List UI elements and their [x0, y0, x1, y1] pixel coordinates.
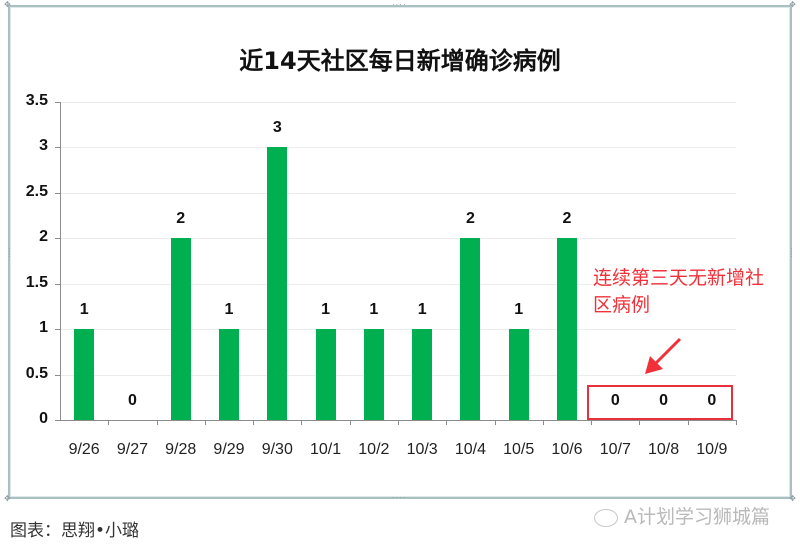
y-axis-label: 1.5	[25, 273, 48, 291]
resize-handle-bottom-left[interactable]: ✥	[4, 494, 11, 503]
y-tick	[55, 147, 60, 149]
x-tick	[398, 420, 399, 425]
x-axis-label: 10/3	[406, 441, 438, 458]
highlight-box	[587, 385, 733, 420]
chart-frame: ✥ ···· ✥ ···· ···· ✥ ···· ✥	[4, 1, 796, 503]
y-axis-label: 2	[39, 228, 48, 246]
x-axis-label: 10/9	[696, 441, 728, 458]
x-tick	[542, 420, 544, 425]
gridline	[60, 374, 736, 376]
x-tick	[156, 420, 158, 425]
bar	[170, 238, 191, 420]
figure-caption: 图表：思翔•小璐	[10, 521, 140, 541]
wechat-icon	[594, 508, 618, 527]
x-axis-label: 10/6	[551, 441, 583, 458]
data-label: 0	[659, 392, 669, 409]
x-tick	[108, 420, 110, 425]
data-label: 2	[176, 210, 186, 228]
data-label: 1	[514, 301, 524, 319]
bar	[508, 329, 529, 420]
y-tick	[55, 102, 60, 103]
data-label: 1	[79, 301, 89, 319]
x-tick	[639, 420, 641, 425]
gridline	[60, 147, 736, 149]
gridline	[60, 283, 736, 285]
data-label: 1	[224, 301, 234, 319]
x-axis-label: 9/26	[68, 441, 100, 458]
x-tick	[446, 420, 448, 425]
x-axis-label: 10/5	[503, 441, 535, 458]
resize-handle-top[interactable]: ····	[392, 0, 407, 9]
x-axis-label: 10/7	[599, 441, 631, 458]
y-tick	[55, 329, 60, 331]
y-tick	[55, 374, 60, 376]
x-axis-label: 9/30	[261, 441, 293, 458]
y-axis-label: 1	[39, 319, 48, 337]
resize-handle-bottom-right[interactable]: ✥	[789, 494, 796, 503]
gridline	[60, 192, 736, 194]
y-tick	[55, 192, 60, 194]
x-tick	[687, 420, 689, 425]
data-label: 0	[127, 392, 137, 409]
x-axis-label: 10/1	[309, 441, 342, 458]
bar	[460, 238, 481, 420]
resize-handle-top-left[interactable]: ✥	[4, 0, 11, 9]
resize-handle-top-right[interactable]: ✥	[789, 0, 796, 9]
watermark: A计划学习狮城篇	[594, 502, 770, 529]
bar	[267, 147, 288, 420]
y-tick	[55, 238, 60, 240]
y-tick	[55, 420, 60, 421]
gridline	[60, 102, 736, 103]
data-label: 2	[562, 210, 572, 228]
data-label: 1	[417, 301, 427, 319]
x-axis-label: 9/28	[165, 441, 197, 458]
data-label: 3	[272, 119, 282, 137]
annotation-line-1: 连续第三天无新增社	[593, 267, 765, 289]
y-axis-label: 3	[39, 137, 48, 155]
x-tick	[591, 420, 593, 425]
data-label: 1	[369, 301, 379, 319]
data-label: 2	[465, 210, 475, 228]
annotation-line-2: 区病例	[593, 294, 651, 316]
y-tick	[55, 283, 60, 285]
watermark-text: A计划学习狮城篇	[624, 506, 770, 528]
annotation-text: 连续第三天无新增社 区病例	[593, 265, 793, 319]
x-tick	[349, 420, 351, 425]
x-tick	[253, 420, 255, 425]
bar	[363, 329, 384, 420]
x-tick	[204, 420, 206, 425]
y-axis	[60, 102, 61, 420]
gridline	[60, 329, 736, 331]
bar	[557, 238, 577, 420]
resize-handle-bottom[interactable]: ····	[392, 493, 407, 502]
chart-title: 近14天社区每日新增确诊病例	[239, 47, 561, 75]
bar	[412, 329, 433, 420]
data-label: 0	[610, 392, 620, 409]
x-axis-label: 10/2	[358, 441, 390, 458]
y-axis-label: 3.5	[25, 92, 48, 109]
x-axis-label: 10/8	[647, 441, 680, 458]
y-axis-label: 2.5	[25, 182, 48, 200]
bar	[315, 329, 336, 420]
x-axis-label: 10/4	[454, 441, 486, 458]
x-axis-label: 9/29	[213, 441, 245, 458]
bar	[74, 329, 95, 420]
bar	[219, 329, 239, 420]
x-tick	[736, 420, 737, 425]
x-tick	[301, 420, 303, 425]
gridline	[60, 238, 736, 240]
x-tick	[494, 420, 496, 425]
resize-handle-left[interactable]: ····	[5, 247, 14, 258]
y-axis-label: 0.5	[25, 364, 48, 382]
resize-handle-right[interactable]: ····	[787, 247, 796, 258]
y-axis-label: 0	[39, 410, 48, 427]
data-label: 0	[707, 392, 717, 409]
x-axis-label: 9/27	[116, 441, 148, 458]
data-label: 1	[321, 301, 331, 319]
